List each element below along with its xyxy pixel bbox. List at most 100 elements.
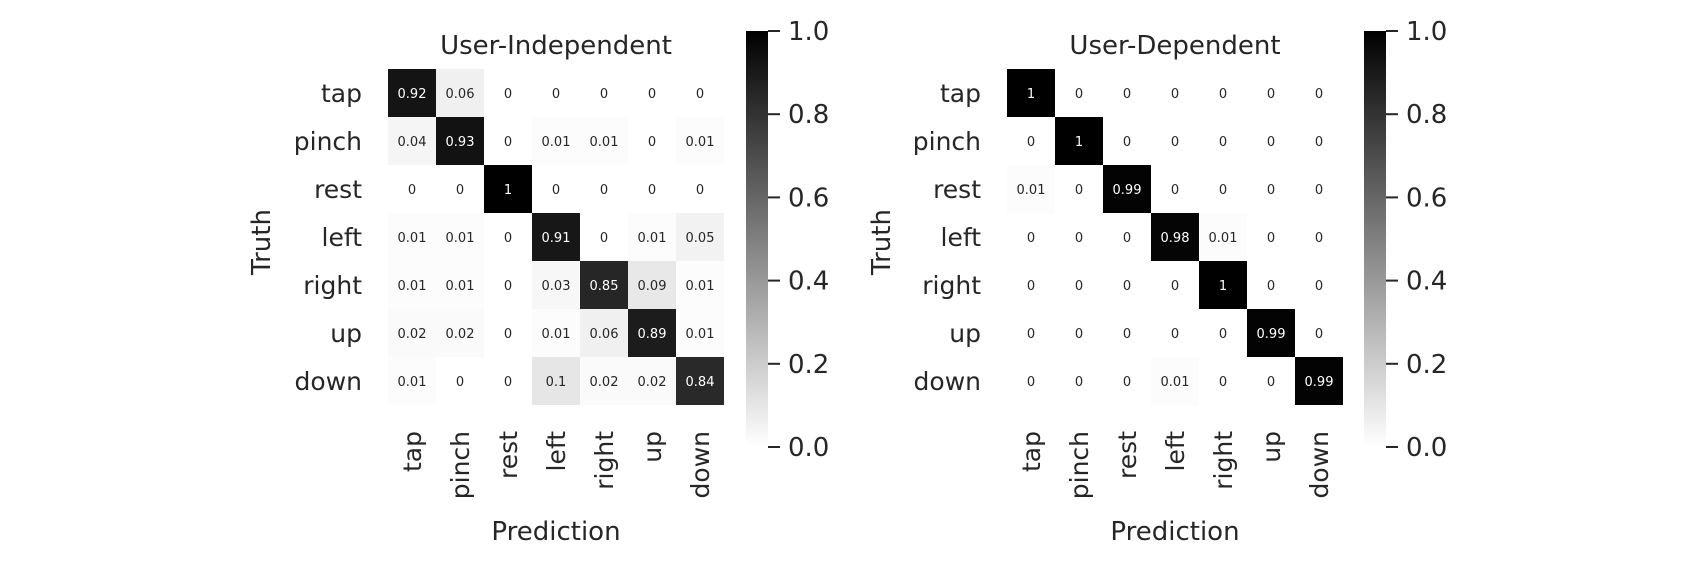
- heatmap-cell: [1295, 357, 1343, 405]
- cell-value-label: 0: [1075, 375, 1083, 390]
- y-axis-label: Truth: [247, 209, 277, 276]
- heatmap-cell: [484, 69, 532, 117]
- heatmap-cell: [676, 261, 724, 309]
- heatmap-cell: [1103, 117, 1151, 165]
- cell-value-label: 0.89: [638, 327, 667, 342]
- heatmap-cells: 0.92 0.06 0 0 0 0 0 0.04 0.93 0 0.01 0.01 0 0.01 0 0 1 0 0…: [388, 69, 724, 405]
- cell-value-label: 0: [504, 375, 512, 390]
- colorbar-ticks: 0.0 0.2 0.4 0.6 0.8 1.0: [1386, 17, 1447, 463]
- heatmap-cell: [532, 357, 580, 405]
- heatmap-cell: [388, 117, 436, 165]
- heatmap-cell: [1151, 69, 1199, 117]
- cell-value-label: 0: [696, 183, 704, 198]
- cell-value-label: 0: [1315, 87, 1323, 102]
- cell-value-label: 0: [1123, 327, 1131, 342]
- cell-value-label: 0.01: [1017, 183, 1046, 198]
- colorbar-gradient: [746, 31, 768, 447]
- heatmap-cell: [1007, 309, 1055, 357]
- cell-value-label: 0.09: [638, 279, 667, 294]
- x-tick-label: pinch: [446, 431, 475, 499]
- colorbar-tick-label: 0.8: [788, 100, 829, 130]
- heatmap-cell: [1151, 165, 1199, 213]
- heatmap-cell: [532, 213, 580, 261]
- heatmap-cell: [1199, 309, 1247, 357]
- y-tick-label: rest: [933, 175, 981, 204]
- heatmap-cell: [436, 357, 484, 405]
- heatmap-cell: [1247, 213, 1295, 261]
- heatmap-cell: [1295, 213, 1343, 261]
- cell-value-label: 0.02: [590, 375, 619, 390]
- cell-value-label: 0: [1267, 231, 1275, 246]
- cell-value-label: 0.85: [590, 279, 619, 294]
- heatmap-cell: [436, 69, 484, 117]
- heatmap-cell: [1103, 165, 1151, 213]
- heatmap-cell: [628, 309, 676, 357]
- heatmap-cell: [484, 309, 532, 357]
- heatmap-cell: [1103, 69, 1151, 117]
- colorbar-tick-label: 1.0: [1406, 17, 1447, 47]
- colorbar-tick-label: 1.0: [788, 17, 829, 47]
- heatmap-cell: [1007, 165, 1055, 213]
- x-tick-label: tap: [398, 431, 427, 472]
- cell-value-label: 0.91: [542, 231, 571, 246]
- cell-value-label: 0: [1075, 183, 1083, 198]
- heatmap-cell: [1103, 309, 1151, 357]
- heatmap-cell: [580, 357, 628, 405]
- heatmap-cell: [1247, 69, 1295, 117]
- cell-value-label: 0: [1267, 279, 1275, 294]
- heatmap-cell: [1007, 357, 1055, 405]
- cell-value-label: 0.92: [398, 87, 427, 102]
- heatmap-panel-user-independent: User-Independent 0.92 0.06 0 0 0 0 00.04 0.93 0 0…: [247, 17, 829, 547]
- heatmap-cell: [484, 357, 532, 405]
- y-tick-label: down: [295, 367, 362, 396]
- heatmap-cell: [1295, 261, 1343, 309]
- cell-value-label: 0: [1027, 279, 1035, 294]
- cell-value-label: 0.02: [446, 327, 475, 342]
- cell-value-label: 0.01: [590, 135, 619, 150]
- cell-value-label: 1: [1027, 87, 1035, 102]
- cell-value-label: 0: [696, 87, 704, 102]
- cell-value-label: 0: [1027, 135, 1035, 150]
- y-tick-labels: tap pinch rest left right up down: [913, 79, 981, 396]
- heatmap-cell: [1247, 165, 1295, 213]
- y-tick-label: tap: [940, 79, 981, 108]
- cell-value-label: 0: [1123, 375, 1131, 390]
- cell-value-label: 0.01: [1161, 375, 1190, 390]
- cell-value-label: 0.05: [686, 231, 715, 246]
- cell-value-label: 0.01: [686, 279, 715, 294]
- cell-value-label: 0.99: [1305, 375, 1334, 390]
- colorbar-tick-label: 0.6: [1406, 183, 1447, 213]
- x-tick-label: down: [1305, 431, 1334, 498]
- heatmap-cell: [532, 261, 580, 309]
- heatmap-cell: [1055, 261, 1103, 309]
- y-tick-label: tap: [321, 79, 362, 108]
- x-tick-label: tap: [1017, 431, 1046, 472]
- heatmap-cell: [1295, 165, 1343, 213]
- heatmap-cell: [436, 213, 484, 261]
- heatmap-cell: [484, 213, 532, 261]
- cell-value-label: 0.01: [446, 279, 475, 294]
- heatmap-cell: [388, 309, 436, 357]
- x-tick-labels: tap pinch rest left right up down: [398, 431, 715, 499]
- heatmap-cell: [1199, 213, 1247, 261]
- cell-value-label: 0: [648, 183, 656, 198]
- cell-value-label: 0.02: [638, 375, 667, 390]
- y-tick-label: left: [941, 223, 982, 252]
- cell-value-label: 0: [1219, 135, 1227, 150]
- cell-value-label: 0.01: [398, 375, 427, 390]
- chart-title: User-Independent: [440, 31, 672, 61]
- heatmap-cell: [532, 69, 580, 117]
- heatmap-cell: [1151, 117, 1199, 165]
- cell-value-label: 0: [456, 375, 464, 390]
- heatmap-cell: [676, 69, 724, 117]
- heatmap-cell: [580, 165, 628, 213]
- heatmap-cell: [676, 309, 724, 357]
- cell-value-label: 0: [408, 183, 416, 198]
- heatmap-cell: [436, 309, 484, 357]
- cell-value-label: 0: [1219, 375, 1227, 390]
- x-axis-label: Prediction: [491, 517, 620, 547]
- colorbar-tick-label: 0.6: [788, 183, 829, 213]
- cell-value-label: 0: [600, 231, 608, 246]
- heatmap-cells: 1 0 0 0 0 0 0 0 1 0 0 0 0 0 0.01 0 0.99 0 0 0 0 0 0 0 0.98 0.01 0 0…: [1007, 69, 1343, 405]
- y-tick-label: right: [922, 271, 981, 300]
